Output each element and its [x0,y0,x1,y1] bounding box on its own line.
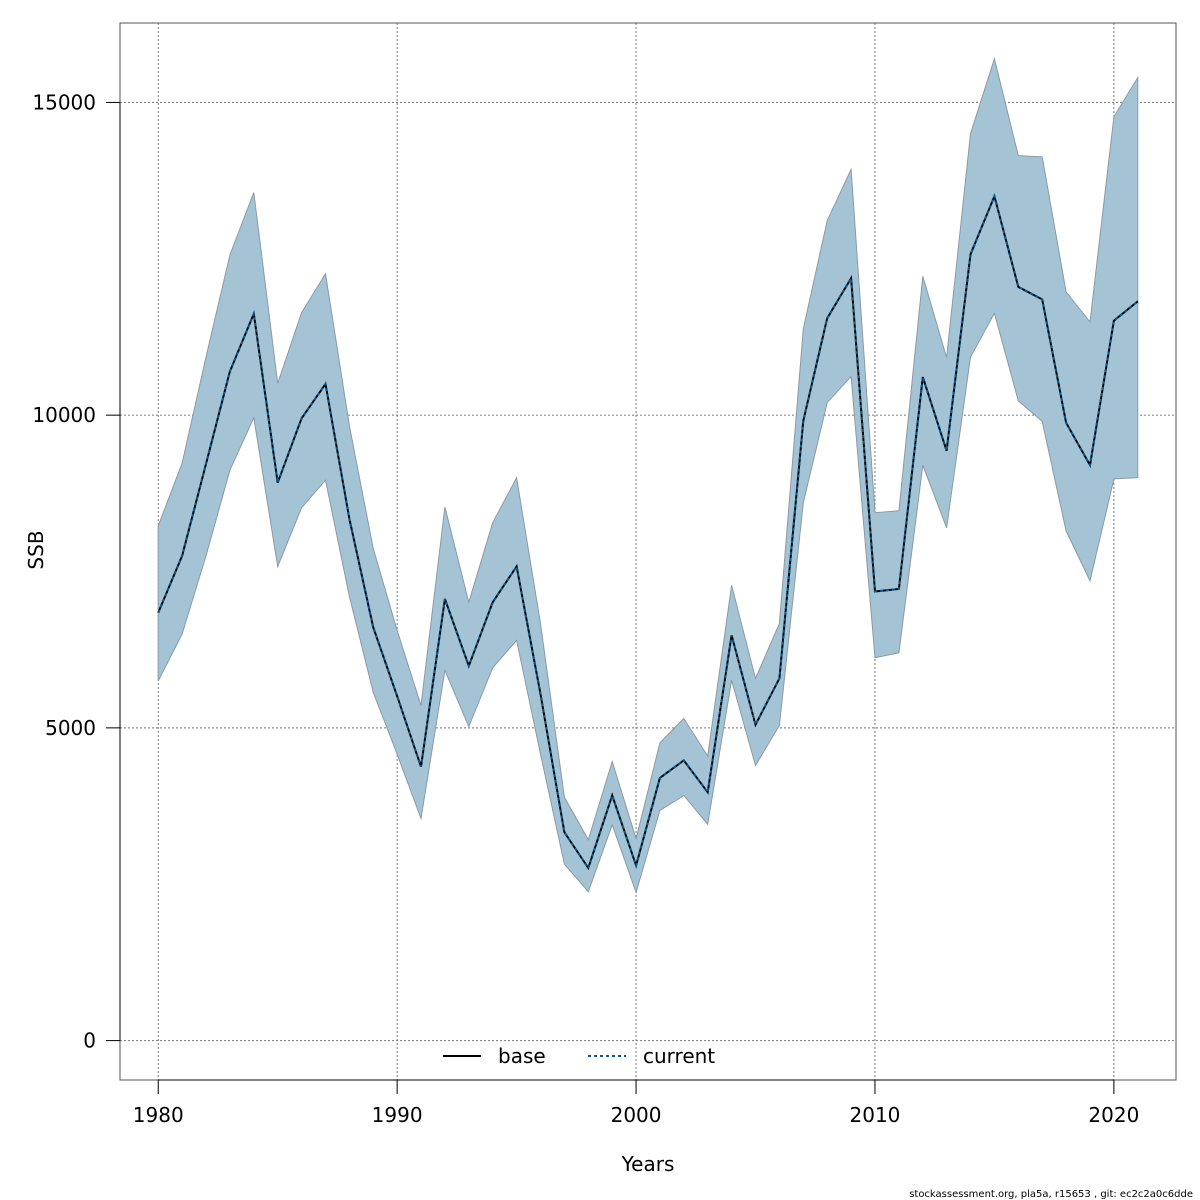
legend-label-base: base [498,1044,546,1068]
series-lines [157,193,1139,871]
y-tick-label: 15000 [32,90,96,114]
y-tick-label: 10000 [32,403,96,427]
axes: 1980 1990 2000 2010 2020 0 5000 10000 15000 [32,90,1139,1127]
x-tick-label: 1990 [372,1103,423,1127]
ssb-confidence-band [157,56,1139,895]
y-axis-title: SSB [24,530,48,569]
x-tick-label: 2000 [611,1103,662,1127]
legend: base current [443,1044,715,1068]
y-tick-label: 5000 [45,716,96,740]
series-line-current [157,193,1139,871]
y-tick-label: 0 [83,1029,96,1053]
confidence-band [157,56,1139,895]
x-tick-label: 2020 [1088,1103,1139,1127]
x-axis-title: Years [621,1152,675,1176]
x-tick-label: 2010 [850,1103,901,1127]
x-tick-label: 1980 [133,1103,184,1127]
footer-text: stockassessment.org, pla5a, r15653 , git… [909,1189,1193,1200]
legend-label-current: current [643,1044,715,1068]
